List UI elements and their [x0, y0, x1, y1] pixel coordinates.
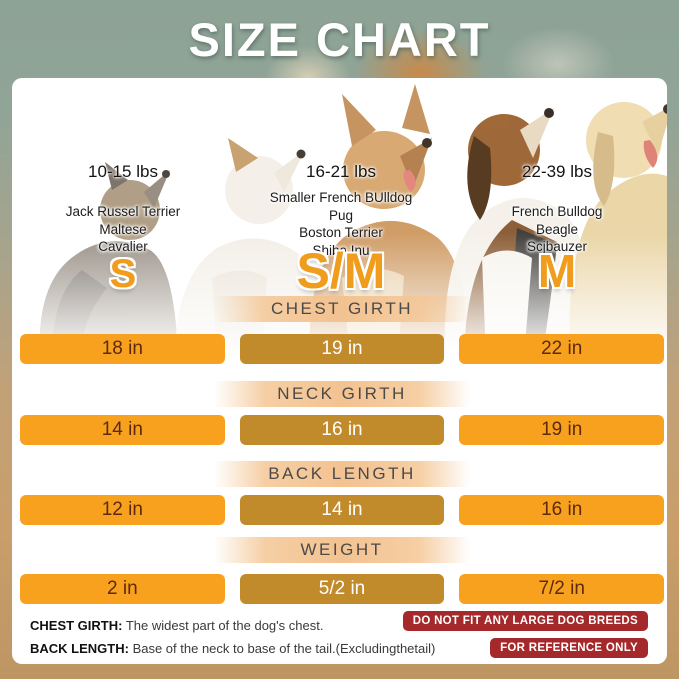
value-cell: 14 in — [20, 415, 225, 445]
value-cell: 7/2 in — [459, 574, 665, 604]
value-cell: 19 in — [459, 415, 665, 445]
breed-item: Beagle — [535, 221, 579, 237]
chest-girth-note: CHEST GIRTH: The widest part of the dog'… — [30, 618, 323, 633]
chest-girth-values-row: 18 in 19 in 22 in — [20, 334, 665, 364]
size-letter-m: M — [537, 245, 577, 297]
breed-list: Jack Russel Terrier Maltese Cavalier — [18, 203, 228, 256]
section-header-weight: WEIGHT — [214, 537, 470, 563]
value-cell: 16 in — [459, 495, 665, 525]
breed-item: Cavalier — [98, 239, 148, 254]
warning-badge-reference-only: FOR REFERENCE ONLY — [490, 638, 648, 658]
size-letter-s: S — [109, 252, 137, 296]
size-column-m: 22-39 lbs French Bulldog Beagle Scjbauze… — [452, 162, 662, 382]
size-column-sm: 16-21 lbs Smaller French BUlldog Pug Bos… — [236, 162, 446, 382]
back-length-note: BACK LENGTH: Base of the neck to base of… — [30, 641, 435, 656]
note-term: CHEST GIRTH: — [30, 618, 123, 633]
size-letter-sm: S/M — [296, 243, 386, 299]
breed-item: Boston Terrier — [299, 225, 383, 240]
weight-range-label: 10-15 lbs — [88, 162, 158, 181]
section-header-neck-girth: NECK GIRTH — [214, 381, 470, 407]
weight-range-label: 16-21 lbs — [306, 162, 376, 181]
value-cell: 2 in — [20, 574, 225, 604]
value-cell: 18 in — [20, 334, 225, 364]
size-column-s: 10-15 lbs Jack Russel Terrier Maltese Ca… — [18, 162, 228, 382]
breed-item: French Bulldog — [511, 204, 603, 219]
chart-card: 10-15 lbs Jack Russel Terrier Maltese Ca… — [12, 78, 667, 664]
note-definition: The widest part of the dog's chest. — [125, 618, 324, 633]
breed-item: Shiba Inu — [312, 242, 370, 258]
value-cell-highlighted: 14 in — [239, 495, 445, 525]
dogs-photo-collage — [12, 84, 667, 358]
warning-badge-no-large-breeds: DO NOT FIT ANY LARGE DOG BREEDS — [402, 611, 648, 631]
breed-item: Smaller French BUlldog — [269, 190, 413, 205]
value-cell-highlighted: 16 in — [239, 415, 445, 445]
neck-girth-values-row: 14 in 16 in 19 in — [20, 415, 665, 445]
value-cell: 22 in — [459, 334, 665, 364]
note-term: BACK LENGTH: — [30, 641, 129, 656]
weight-range-label: 22-39 lbs — [522, 162, 592, 181]
weight-values-row: 2 in 5/2 in 7/2 in — [20, 574, 665, 604]
breed-item: Maltese — [99, 221, 147, 237]
breed-list: Smaller French BUlldog Pug Boston Terrie… — [236, 189, 446, 259]
breed-item: Scjbauzer — [526, 239, 588, 254]
value-cell-highlighted: 19 in — [239, 334, 445, 364]
value-cell-highlighted: 5/2 in — [239, 574, 445, 604]
section-header-back-length: BACK LENGTH — [214, 461, 470, 487]
note-definition: Base of the neck to base of the tail.(Ex… — [132, 641, 436, 656]
breed-list: French Bulldog Beagle Scjbauzer — [452, 203, 662, 256]
breed-item: Pug — [328, 207, 354, 223]
value-cell: 12 in — [20, 495, 225, 525]
back-length-values-row: 12 in 14 in 16 in — [20, 495, 665, 525]
section-header-chest-girth: CHEST GIRTH — [214, 296, 470, 322]
breed-item: Jack Russel Terrier — [65, 204, 181, 219]
page-title: SIZE CHART — [188, 13, 491, 66]
